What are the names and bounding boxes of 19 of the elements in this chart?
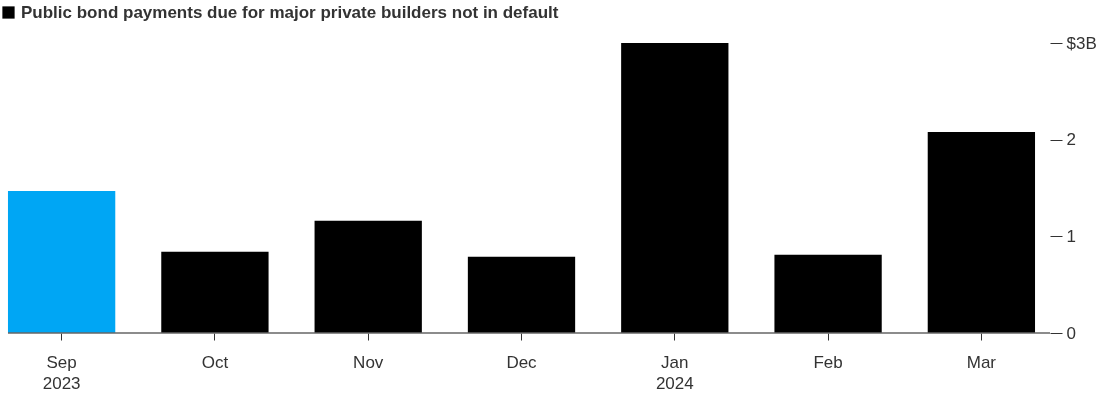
x-tick-label: Feb [813,352,843,372]
x-tick-label: Dec [506,352,538,372]
bar [7,190,116,333]
legend-label: Public bond payments due for major private builders not in default [21,2,559,22]
x-tick-label: Jan 2024 [655,352,694,393]
y-tick-label: $3B [1066,33,1097,53]
y-tick-label: 1 [1066,226,1076,246]
x-tick-label: Sep 2023 [42,352,81,393]
bar [314,220,422,333]
y-tick-label: 0 [1066,323,1076,343]
y-tick-label: 2 [1066,130,1076,150]
x-tick-label: Nov [353,352,384,372]
bar [774,254,882,333]
bar [467,256,576,333]
x-tick-label: Mar [966,352,997,372]
bar [927,131,1036,333]
bar [621,43,729,333]
bar [161,251,269,333]
x-tick-label: Oct [201,352,229,372]
